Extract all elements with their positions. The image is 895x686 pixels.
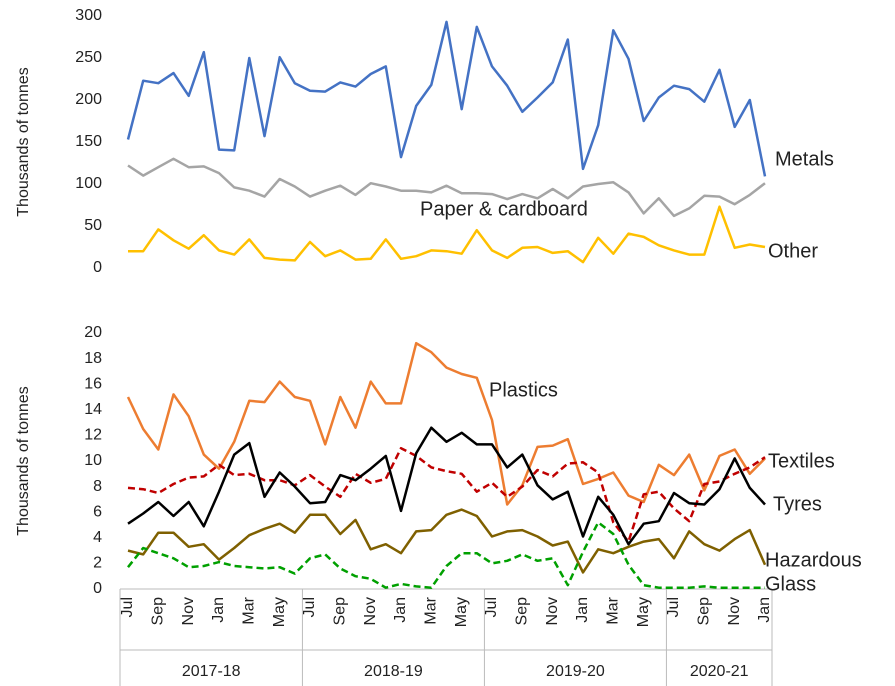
x-tick-label: Sep — [514, 597, 531, 626]
y-tick-label: 20 — [84, 324, 102, 341]
y-tick-label: 4 — [93, 529, 102, 546]
x-tick-label: Jul — [301, 597, 318, 617]
group-label: 2020-21 — [690, 663, 749, 680]
x-tick-label: Jan — [392, 597, 409, 623]
y-tick-label: 150 — [75, 133, 102, 150]
series-label: Other — [768, 240, 818, 262]
y-tick-label: 100 — [75, 175, 102, 192]
series-line — [127, 157, 766, 218]
y-tick-label: 2 — [93, 555, 102, 572]
series-line — [127, 508, 767, 574]
series-label: Metals — [775, 148, 834, 170]
group-label: 2017-18 — [182, 663, 241, 680]
x-tick-label: Sep — [696, 597, 713, 626]
series-label: Tyres — [773, 493, 822, 515]
y-tick-label: 250 — [75, 49, 102, 66]
y-tick-label: 50 — [84, 217, 102, 234]
series-label: Plastics — [489, 379, 558, 401]
x-tick-label: Jan — [756, 597, 773, 623]
series-label: Textiles — [768, 450, 835, 472]
y-tick-label: 8 — [93, 478, 102, 495]
series-label: Glass — [765, 573, 816, 595]
series-label: Hazardous — [765, 549, 862, 571]
x-tick-label: Jan — [210, 597, 227, 623]
y-tick-label: 16 — [84, 375, 102, 392]
y-tick-label: 200 — [75, 91, 102, 108]
y-tick-label: 6 — [93, 503, 102, 520]
x-tick-label: Jul — [483, 597, 500, 617]
x-tick-label: Sep — [150, 597, 167, 626]
y-axis-title: Thousands of tonnes — [15, 67, 32, 216]
series-label: Paper & cardboard — [420, 198, 588, 220]
y-tick-label: 10 — [84, 452, 102, 469]
series-line — [126, 341, 766, 506]
y-tick-label: 300 — [75, 7, 102, 24]
x-tick-label: Jan — [574, 597, 591, 623]
y-tick-label: 0 — [93, 259, 102, 276]
x-tick-label: Mar — [423, 596, 440, 624]
x-tick-label: Nov — [180, 597, 197, 625]
y-axis-title: Thousands of tonnes — [15, 386, 32, 535]
y-tick-label: 18 — [84, 350, 102, 367]
x-tick-label: Sep — [332, 597, 349, 626]
group-label: 2019-20 — [546, 663, 605, 680]
x-tick-label: Jul — [665, 597, 682, 617]
x-tick-label: Jul — [119, 597, 136, 617]
y-tick-label: 14 — [84, 401, 102, 418]
group-label: 2018-19 — [364, 663, 423, 680]
series-line — [126, 20, 767, 177]
series-line — [128, 205, 766, 264]
series-line — [127, 426, 766, 546]
x-tick-label: Nov — [726, 597, 743, 625]
x-tick-label: Nov — [544, 597, 561, 625]
y-tick-label: 0 — [93, 580, 102, 597]
series-line — [127, 521, 765, 589]
x-tick-label: May — [453, 597, 470, 627]
x-tick-label: Mar — [605, 596, 622, 624]
x-tick-label: Mar — [241, 596, 258, 624]
x-tick-label: May — [635, 597, 652, 627]
x-tick-label: Nov — [362, 597, 379, 625]
x-tick-label: May — [271, 597, 288, 627]
y-tick-label: 12 — [84, 427, 102, 444]
